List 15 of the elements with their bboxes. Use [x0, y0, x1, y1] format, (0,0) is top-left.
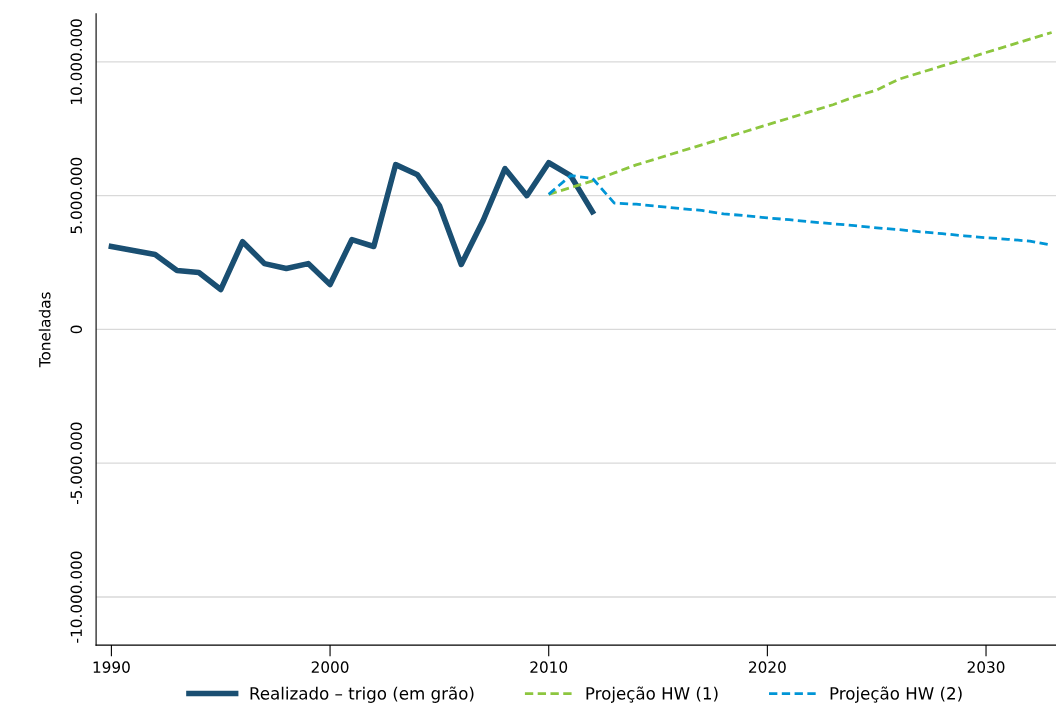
x-tick-label: 2000 — [311, 661, 349, 673]
line-series — [547, 31, 1054, 196]
y-tick-label: -5.000.000 — [70, 422, 83, 505]
legend-label: Realizado – trigo (em grão) — [250, 686, 474, 703]
y-tick-label: -10.000.000 — [70, 551, 83, 643]
y-tick-label: 0 — [70, 325, 83, 334]
legend-label: Projeção HW (2) — [830, 686, 962, 703]
y-axis-title: Toneladas — [38, 292, 51, 368]
x-tick-label: 2020 — [749, 661, 786, 673]
legend-label: Projeção HW (1) — [586, 686, 718, 703]
x-tick-label: 2030 — [967, 661, 1005, 673]
y-tick-label: 5.000.000 — [70, 157, 83, 234]
x-tick-label: 1990 — [93, 661, 130, 673]
y-tick-label: 10.000.000 — [70, 19, 83, 104]
x-tick-label: 2010 — [530, 661, 568, 673]
